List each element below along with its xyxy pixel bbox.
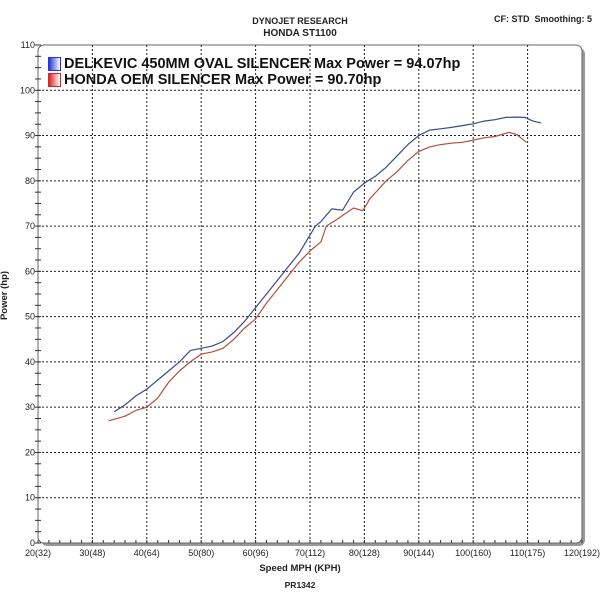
y-tick-label: 50 [25,312,35,322]
x-tick-label: 70(112) [295,548,325,558]
y-tick-label: 60 [25,266,35,276]
x-tick-label: 40(64) [134,548,160,558]
x-tick-label: 100(160) [455,548,491,558]
y-tick-label: 30 [25,402,35,412]
series-line-1 [108,131,527,422]
x-tick-label: 30(48) [79,548,105,558]
y-tick-label: 20 [25,447,35,457]
y-tick-label: 100 [20,85,35,95]
x-axis-label: Speed MPH (KPH) [259,563,341,574]
legend-swatch-blue [48,57,61,71]
y-tick-label: 0 [30,538,35,548]
x-tick-label: 80(128) [349,548,380,558]
y-tick-label: 70 [25,221,35,231]
x-tick-label: 120(192) [564,548,600,558]
x-tick-label: 90(144) [403,548,434,558]
settings-label: CF: STD Smoothing: 5 [494,14,592,24]
legend-item-delkevic: DELKEVIC 450MM OVAL SILENCER Max Power =… [48,56,460,72]
legend-swatch-red [48,73,61,87]
legend-label: HONDA OEM SILENCER Max Power = 90.70hp [64,72,382,88]
series-line-0 [113,116,542,413]
chart-subtitle: HONDA ST1100 [263,28,337,39]
y-tick-label: 110 [21,40,35,50]
y-tick-label: 90 [25,131,35,141]
legend-label: DELKEVIC 450MM OVAL SILENCER Max Power =… [64,56,461,72]
run-id: PR1342 [284,580,316,590]
x-tick-label: 20(32) [25,548,51,558]
x-tick-label: 60(96) [243,548,269,558]
chart-title: DYNOJET RESEARCH [252,16,348,26]
x-tick-label: 50(80) [188,548,214,558]
y-tick-label: 80 [25,176,35,186]
legend-item-honda-oem: HONDA OEM SILENCER Max Power = 90.70hp [48,72,381,88]
y-tick-label: 40 [25,357,35,367]
y-tick-label: 10 [25,493,35,503]
x-tick-label: 110(175) [510,548,545,558]
